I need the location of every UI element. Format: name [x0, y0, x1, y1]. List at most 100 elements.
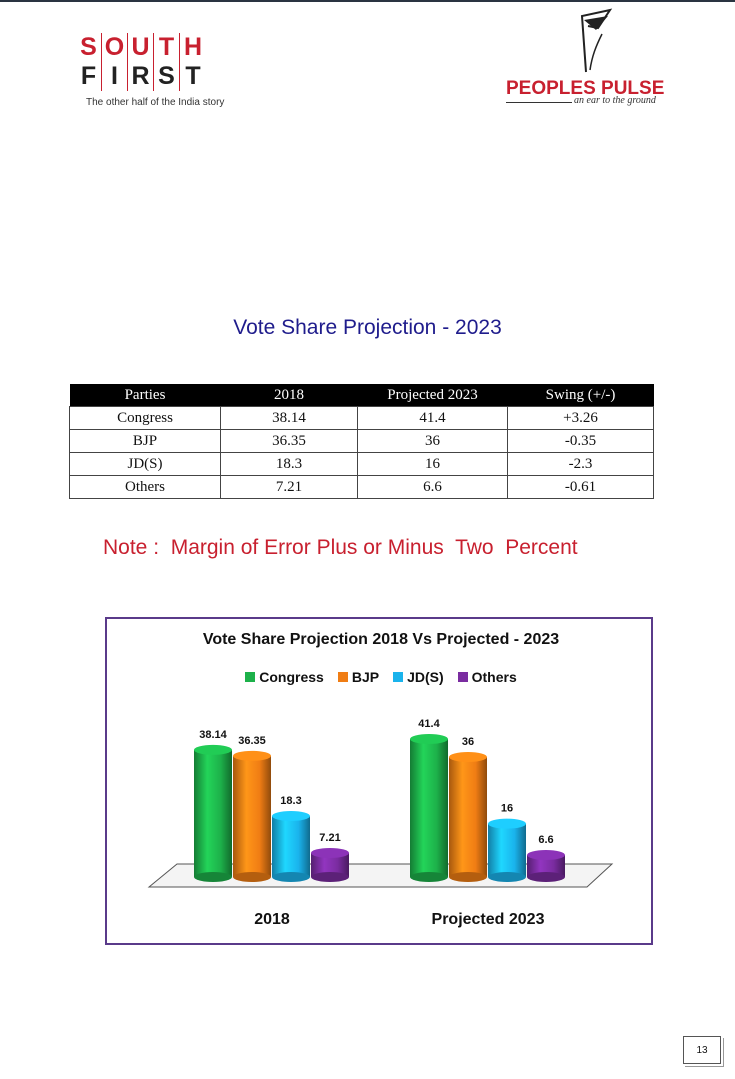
table-cell: -0.61 [507, 475, 654, 499]
logo-letter: H [183, 33, 203, 61]
table-cell: 18.3 [220, 452, 358, 476]
logo-letter: O [102, 33, 128, 62]
table-cell: JD(S) [69, 452, 221, 476]
bar-top [194, 744, 232, 755]
legend-swatch [245, 672, 256, 682]
data-label: 36.35 [238, 735, 266, 747]
data-label: 18.3 [280, 795, 301, 807]
legend-swatch [457, 672, 468, 682]
logo-letter: U [128, 33, 154, 62]
page-number: 13 [683, 1036, 724, 1067]
bar-top [527, 850, 565, 860]
legend-swatch [337, 672, 348, 682]
header-cell: 2018 [220, 384, 358, 407]
bar-top [272, 811, 310, 821]
logo-divider [506, 102, 572, 103]
chart-bar [311, 847, 349, 882]
logo-letter: I [102, 62, 128, 91]
bar-top [488, 818, 526, 829]
bar-base [488, 872, 526, 882]
bar-body [233, 755, 271, 877]
bar-base [311, 872, 349, 882]
data-label: 41.4 [418, 718, 440, 730]
table-header-row: Parties 2018 Projected 2023 Swing (+/-) [69, 384, 654, 407]
logo-name: PEOPLES PULSE [506, 78, 665, 99]
bar-base [449, 872, 487, 882]
bar-base [410, 872, 448, 882]
bar-base [272, 872, 310, 882]
logo-letter: R [128, 62, 154, 91]
table-cell: +3.26 [507, 406, 654, 430]
legend-item: Others [457, 669, 517, 685]
margin-of-error-note: Note : Margin of Error Plus or Minus Two… [103, 536, 578, 559]
table-cell: 7.21 [220, 475, 358, 499]
legend-label: Congress [259, 669, 324, 685]
legend-item: JD(S) [393, 669, 444, 685]
logo-letter: T [185, 62, 201, 90]
logo-letter: T [154, 33, 180, 62]
data-label: 38.14 [199, 729, 227, 741]
legend-label: BJP [351, 669, 380, 685]
category-label: Projected 2023 [432, 911, 545, 928]
flag-person-icon [580, 8, 613, 73]
data-label: 36 [462, 736, 474, 748]
chart-legend: Congress BJP JD(S) Others [107, 669, 655, 685]
table-row: BJP 36.35 36 -0.35 [69, 429, 654, 453]
table-row: Congress 38.14 41.4 +3.26 [69, 406, 654, 430]
logo-tagline: The other half of the India story [86, 97, 225, 108]
page-title: Vote Share Projection - 2023 [233, 316, 502, 339]
logo-letter: S [76, 33, 102, 62]
table-cell: 16 [357, 452, 508, 476]
chart-bar [410, 734, 448, 882]
chart-bar [194, 744, 232, 882]
table-cell: 38.14 [220, 406, 358, 430]
header-cell: Parties [69, 384, 221, 407]
bar-base [527, 872, 565, 882]
peoples-pulse-logo: PEOPLES PULSE an ear to the ground [500, 6, 670, 116]
table-cell: 36 [357, 429, 508, 453]
logo-letter: S [154, 62, 180, 91]
vote-share-chart: Vote Share Projection 2018 Vs Projected … [105, 617, 653, 945]
table-row: Others 7.21 6.6 -0.61 [69, 475, 654, 499]
bar-base [194, 872, 232, 882]
bar-body [410, 739, 448, 877]
category-label: 2018 [254, 911, 290, 928]
table-cell: 6.6 [357, 475, 508, 499]
chart-bar [527, 850, 565, 882]
table-cell: -0.35 [507, 429, 654, 453]
bar-base [233, 872, 271, 882]
bar-body [527, 855, 565, 877]
data-label: 16 [501, 803, 513, 815]
legend-swatch [393, 672, 404, 682]
legend-label: JD(S) [407, 669, 444, 685]
header-cell: Projected 2023 [357, 384, 508, 407]
legend-item: BJP [337, 669, 380, 685]
table-row: JD(S) 18.3 16 -2.3 [69, 452, 654, 476]
table-cell: Others [69, 475, 221, 499]
data-label: 6.6 [538, 834, 553, 846]
table-cell: -2.3 [507, 452, 654, 476]
chart-title: Vote Share Projection 2018 Vs Projected … [202, 631, 560, 648]
bar-top [233, 750, 271, 761]
legend-item: Congress [245, 669, 324, 685]
top-border-line [0, 0, 735, 2]
data-label: 7.21 [319, 832, 340, 844]
bar-top [410, 734, 448, 744]
vote-share-table: Parties 2018 Projected 2023 Swing (+/-) … [69, 384, 654, 499]
bar-body [272, 816, 310, 877]
logo-letter: F [76, 62, 102, 91]
chart-bar [272, 811, 310, 882]
bar-body [449, 757, 487, 877]
bar-body [488, 823, 526, 877]
bar-body [194, 749, 232, 877]
bar-top [449, 752, 487, 762]
legend-label: Others [471, 669, 517, 685]
table-cell: 36.35 [220, 429, 358, 453]
bar-top [311, 847, 349, 858]
chart-bar [233, 750, 271, 882]
chart-bar [449, 752, 487, 882]
table-cell: 41.4 [357, 406, 508, 430]
